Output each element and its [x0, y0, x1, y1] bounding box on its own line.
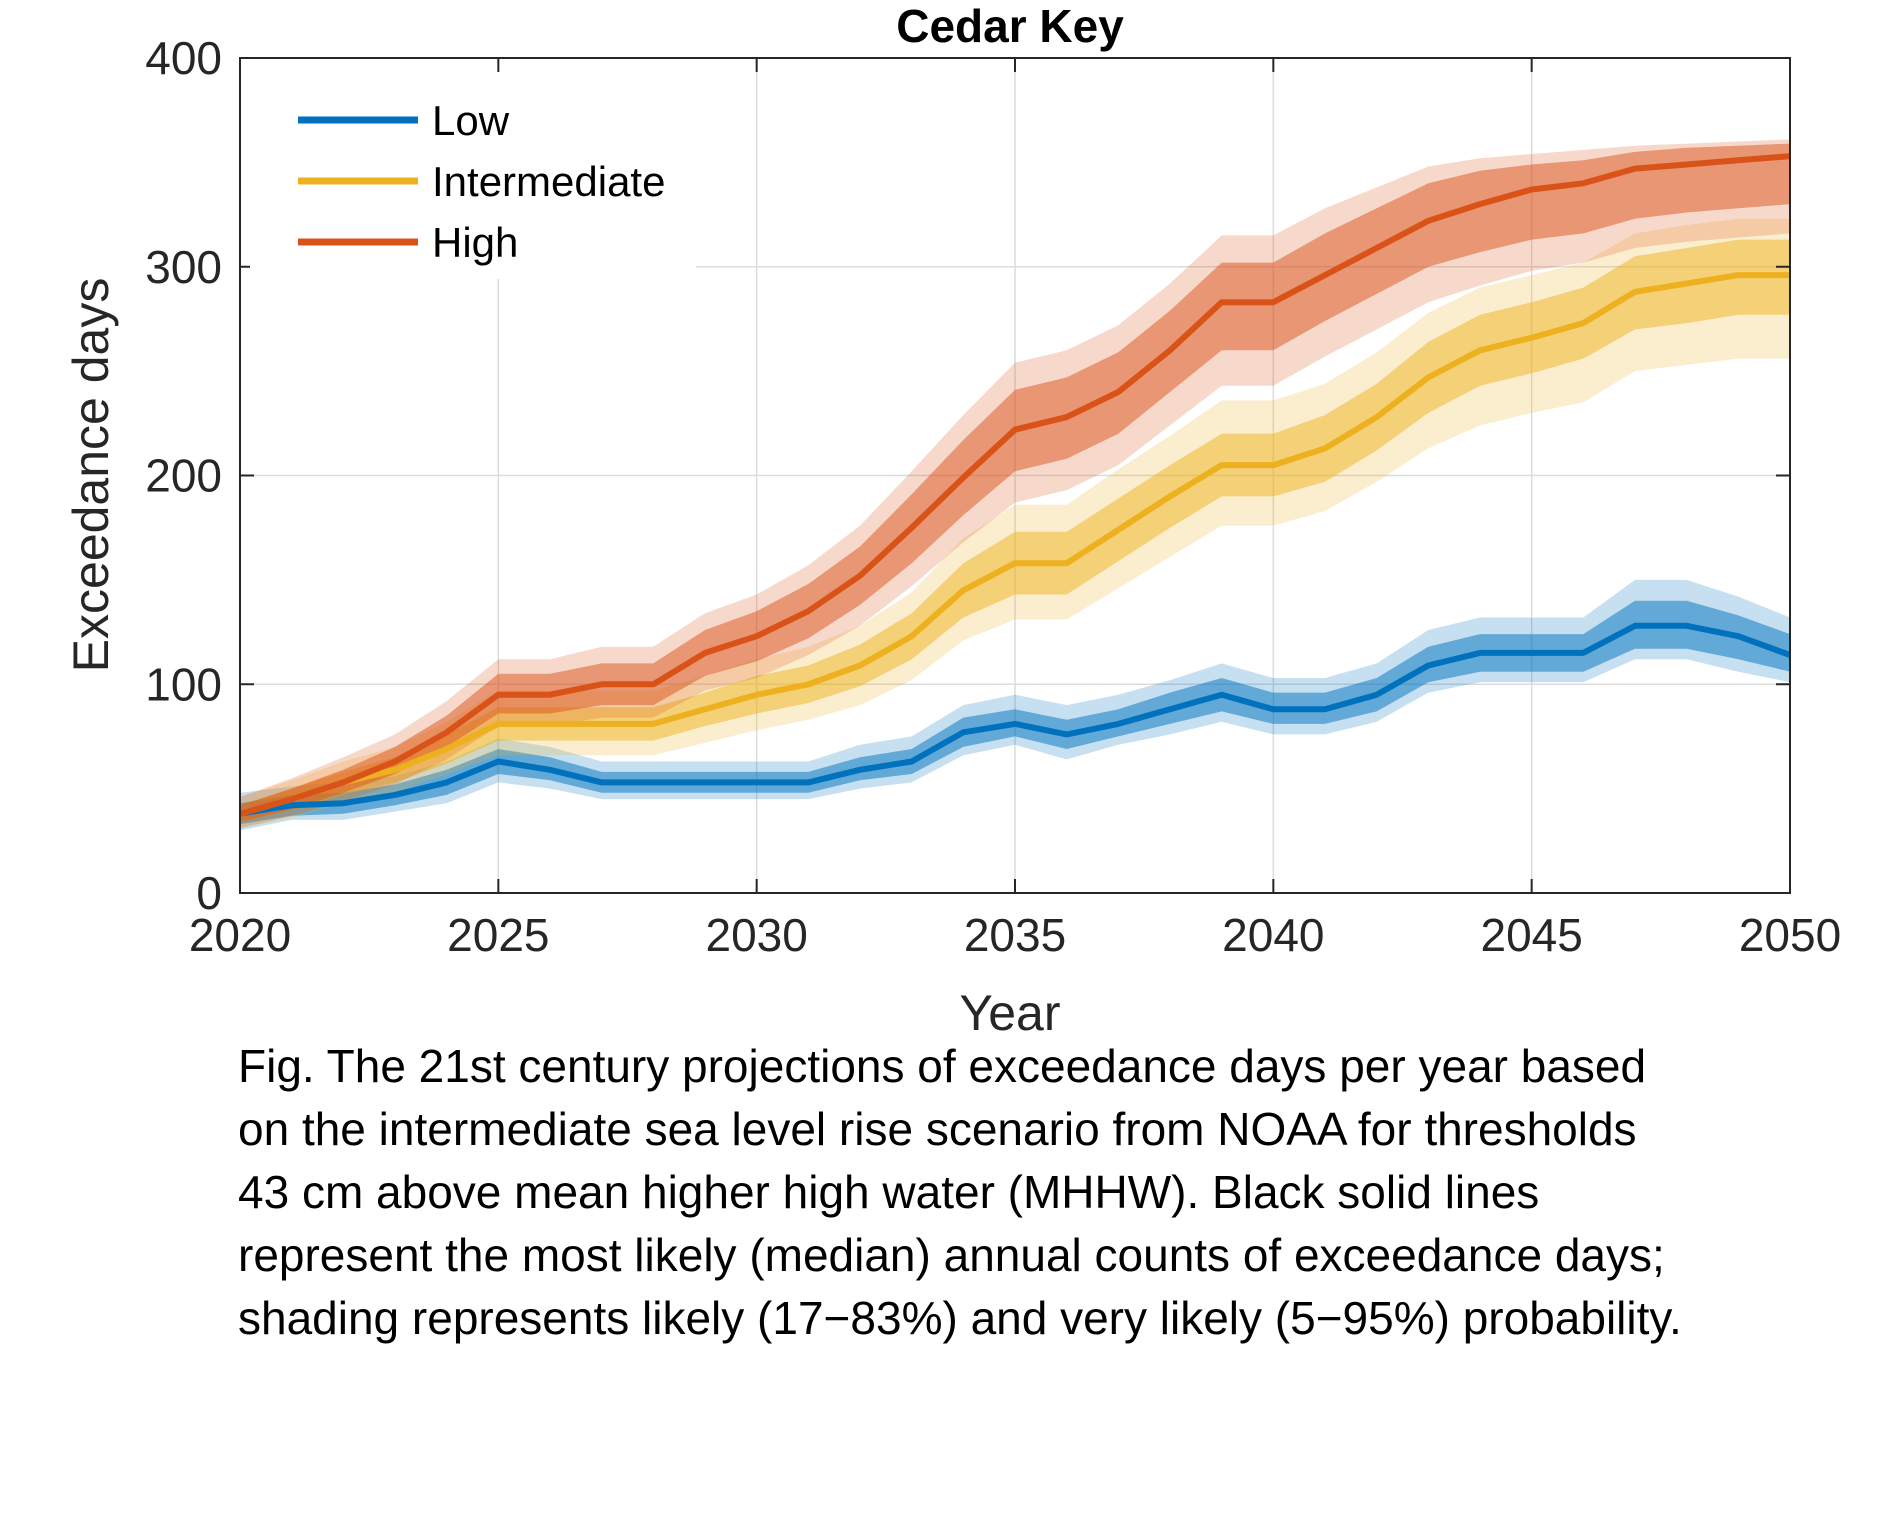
legend-label-intermediate: Intermediate: [432, 158, 665, 205]
y-tick-label: 100: [145, 658, 222, 710]
high-very-likely-band: [240, 139, 1790, 829]
caption-line: on the intermediate sea level rise scena…: [238, 1103, 1637, 1155]
figure-caption: Fig. The 21st century projections of exc…: [238, 1035, 1858, 1350]
axes: 2020 2025 2030 2035 2040 2045 2050 0 100 200 300 40…: [145, 32, 1841, 961]
low-very-likely-band: [240, 579, 1790, 831]
chart-title: Cedar Key: [896, 0, 1124, 52]
low-likely-band: [240, 600, 1790, 825]
y-axis-label: Exceedance days: [63, 278, 119, 673]
caption-line: shading represents likely (17−83%) and v…: [238, 1292, 1682, 1344]
caption-line: represent the most likely (median) annua…: [238, 1229, 1665, 1281]
legend-label-high: High: [432, 219, 518, 266]
caption-line: 43 cm above mean higher high water (MHHW…: [238, 1166, 1540, 1218]
high-likely-band: [240, 143, 1790, 823]
x-tick-label: 2030: [705, 909, 807, 961]
x-axis-label: Year: [959, 985, 1060, 1041]
y-tick-label: 400: [145, 32, 222, 84]
intermediate-likely-band: [240, 239, 1790, 823]
y-tick-label: 0: [196, 867, 222, 919]
caption-line: Fig. The 21st century projections of exc…: [238, 1040, 1647, 1092]
high-median-line: [239, 153, 1791, 817]
y-tick-label: 300: [145, 241, 222, 293]
x-tick-label: 2020: [189, 909, 291, 961]
x-tick-label: 2040: [1222, 909, 1324, 961]
x-tick-label: 2050: [1739, 909, 1841, 961]
x-tick-label: 2025: [447, 909, 549, 961]
legend: Low Intermediate High: [250, 72, 696, 279]
low-median-line: [239, 622, 1792, 817]
median-lines: [239, 153, 1792, 817]
y-tick-label: 200: [145, 450, 222, 502]
x-tick-label: 2045: [1480, 909, 1582, 961]
intermediate-median-line: [239, 272, 1790, 817]
legend-label-low: Low: [432, 97, 510, 144]
confidence-bands: [240, 139, 1790, 831]
x-tick-label: 2035: [964, 909, 1066, 961]
